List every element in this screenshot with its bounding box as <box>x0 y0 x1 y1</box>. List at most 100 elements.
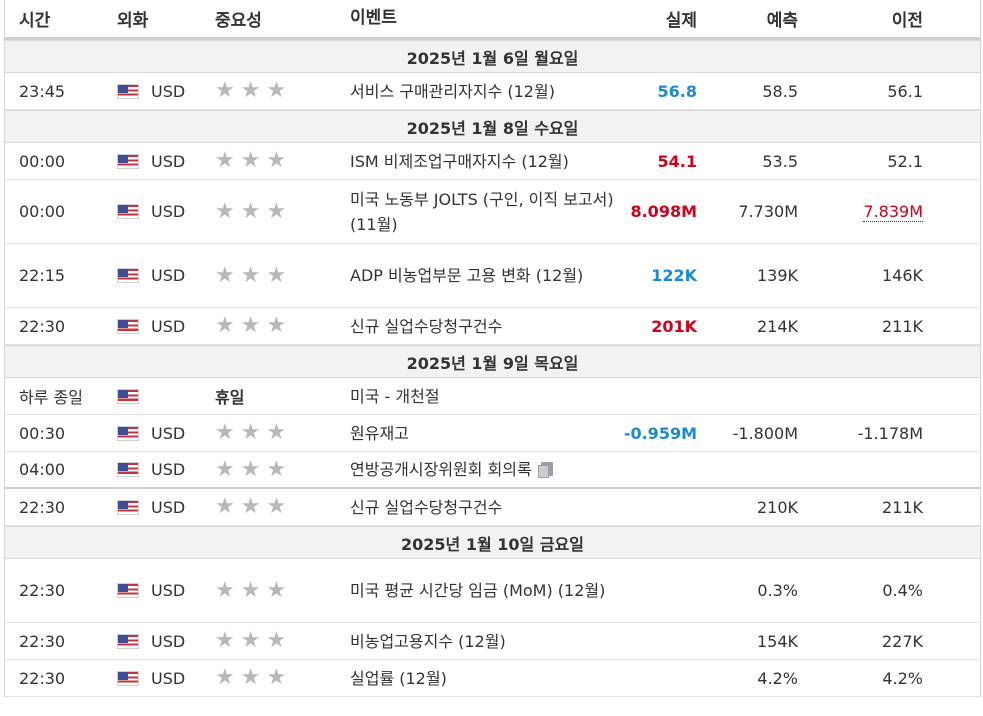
event-actual: 56.8 <box>657 81 697 101</box>
event-forecast: 154K <box>756 631 798 651</box>
star-icon: ★ <box>266 456 287 482</box>
importance-stars: ★ ★ ★ <box>215 143 335 179</box>
star-icon: ★ <box>240 148 261 173</box>
event-row[interactable]: 23:45 USD ★ ★ ★ 서비스 구매관리자지수 (12월) 56.8 58.… <box>5 73 980 110</box>
event-currency: USD <box>117 415 212 451</box>
us-flag-icon <box>117 499 139 515</box>
event-name[interactable]: ADP 비농업부문 고용 변화 (12월) <box>350 266 584 285</box>
event-name[interactable]: 원유재고 <box>350 423 409 443</box>
event-previous: 0.4% <box>882 581 923 600</box>
event-time: 04:00 <box>19 460 66 479</box>
us-flag-icon <box>117 83 139 99</box>
event-row[interactable]: 22:15 USD ★ ★ ★ ADP 비농업부문 고용 변화 (12월) 122K… <box>5 244 980 308</box>
event-forecast: 4.2% <box>757 668 798 688</box>
holiday-label: 휴일 <box>215 388 245 407</box>
star-icon: ★ <box>215 494 235 519</box>
us-flag-icon <box>117 462 139 477</box>
document-icon[interactable] <box>537 461 554 478</box>
header-previous: 이전 <box>891 11 923 31</box>
star-icon: ★ <box>215 313 235 338</box>
event-name[interactable]: 미국 - 개천절 <box>350 386 440 406</box>
event-currency: USD <box>117 143 212 179</box>
event-time: 22:15 <box>19 266 66 285</box>
event-time: 22:30 <box>19 631 66 651</box>
star-icon: ★ <box>215 198 235 224</box>
currency-code: USD <box>151 423 186 443</box>
event-previous-revised[interactable]: 7.839M <box>863 201 923 222</box>
us-flag-icon <box>117 633 139 649</box>
event-currency: USD <box>117 623 212 659</box>
event-name[interactable]: 신규 실업수당청구건수 <box>350 497 503 517</box>
currency-code: USD <box>151 266 186 285</box>
event-name[interactable]: 연방공개시장위원회 회의록 <box>350 460 532 479</box>
event-currency: USD <box>117 73 212 109</box>
currency-code: USD <box>151 668 186 688</box>
importance-stars: ★ ★ ★ <box>215 73 335 109</box>
star-icon: ★ <box>240 78 261 103</box>
event-currency: USD <box>117 660 212 696</box>
event-row[interactable]: 00:30 USD ★ ★ ★ 원유재고 -0.959M -1.800M -1.17… <box>5 415 980 452</box>
event-name[interactable]: 비농업고용지수 (12월) <box>350 631 506 651</box>
day-header: 2025년 1월 10일 금요일 <box>5 526 980 559</box>
star-icon: ★ <box>240 198 261 224</box>
event-name[interactable]: 미국 노동부 JOLTS (구인, 이직 보고서) (11월) <box>350 189 614 234</box>
us-flag-icon <box>117 425 139 441</box>
us-flag-icon <box>117 268 139 283</box>
star-icon: ★ <box>266 628 287 653</box>
star-icon: ★ <box>266 198 287 224</box>
event-time: 22:30 <box>19 316 66 336</box>
event-name[interactable]: ISM 비제조업구매자지수 (12월) <box>350 151 569 171</box>
event-actual <box>605 623 697 659</box>
holiday-row[interactable]: 하루 종일 휴일 미국 - 개천절 <box>5 378 980 415</box>
event-row[interactable]: 22:30 USD ★ ★ ★ 신규 실업수당청구건수 210K 211K <box>5 489 980 526</box>
star-icon: ★ <box>215 420 235 445</box>
day-header: 2025년 1월 6일 월요일 <box>5 40 980 73</box>
event-forecast: 210K <box>756 497 798 517</box>
event-previous: 211K <box>881 316 923 336</box>
event-time: 00:00 <box>19 151 66 171</box>
us-flag-icon <box>117 318 139 334</box>
event-name[interactable]: 실업률 (12월) <box>350 668 447 688</box>
event-previous: 146K <box>881 266 923 285</box>
event-actual <box>605 660 697 696</box>
event-row[interactable]: 22:30 USD ★ ★ ★ 실업률 (12월) 4.2% 4.2% <box>5 660 980 697</box>
star-icon: ★ <box>266 420 287 445</box>
event-forecast: 214K <box>756 316 798 336</box>
event-name-cell[interactable]: 연방공개시장위원회 회의록 <box>350 452 615 487</box>
event-previous: 56.1 <box>887 81 923 101</box>
star-icon: ★ <box>215 665 235 690</box>
event-row[interactable]: 04:00 USD ★ ★ ★ 연방공개시장위원회 회의록 <box>5 452 980 489</box>
event-row[interactable]: 22:30 USD ★ ★ ★ 비농업고용지수 (12월) 154K 227K <box>5 623 980 660</box>
event-actual: 8.098M <box>630 202 697 221</box>
importance-stars: ★ ★ ★ <box>215 180 335 243</box>
event-row[interactable]: 00:00 USD ★ ★ ★ ISM 비제조업구매자지수 (12월) 54.1 5… <box>5 143 980 180</box>
header-importance: 중요성 <box>215 11 262 31</box>
importance-stars: ★ ★ ★ <box>215 308 335 344</box>
header-forecast: 예측 <box>766 11 798 31</box>
event-previous: 211K <box>881 497 923 517</box>
star-icon: ★ <box>240 665 261 690</box>
event-row[interactable]: 00:00 USD ★ ★ ★ 미국 노동부 JOLTS (구인, 이직 보고서) … <box>5 180 980 244</box>
event-forecast: -1.800M <box>732 423 798 443</box>
us-flag-icon <box>117 153 139 169</box>
event-row[interactable]: 22:30 USD ★ ★ ★ 미국 평균 시간당 임금 (MoM) (12월) 0… <box>5 559 980 623</box>
importance-stars: ★ ★ ★ <box>215 415 335 451</box>
table-header: 시간 외화 중요성 이벤트 실제 예측 이전 <box>5 0 980 40</box>
event-forecast: 139K <box>756 266 798 285</box>
us-flag-icon <box>117 583 139 598</box>
star-icon: ★ <box>215 628 235 653</box>
event-actual <box>605 559 697 622</box>
star-icon: ★ <box>266 313 287 338</box>
event-time: 00:00 <box>19 202 66 221</box>
star-icon: ★ <box>240 456 261 482</box>
event-currency: USD <box>117 244 212 307</box>
event-name[interactable]: 신규 실업수당청구건수 <box>350 316 503 336</box>
event-name[interactable]: 서비스 구매관리자지수 (12월) <box>350 81 555 101</box>
star-icon: ★ <box>266 78 287 103</box>
event-forecast: 7.730M <box>738 202 798 221</box>
event-time: 23:45 <box>19 81 66 101</box>
star-icon: ★ <box>215 148 235 173</box>
star-icon: ★ <box>240 313 261 338</box>
event-name[interactable]: 미국 평균 시간당 임금 (MoM) (12월) <box>350 581 606 600</box>
event-row[interactable]: 22:30 USD ★ ★ ★ 신규 실업수당청구건수 201K 214K 211K <box>5 308 980 345</box>
